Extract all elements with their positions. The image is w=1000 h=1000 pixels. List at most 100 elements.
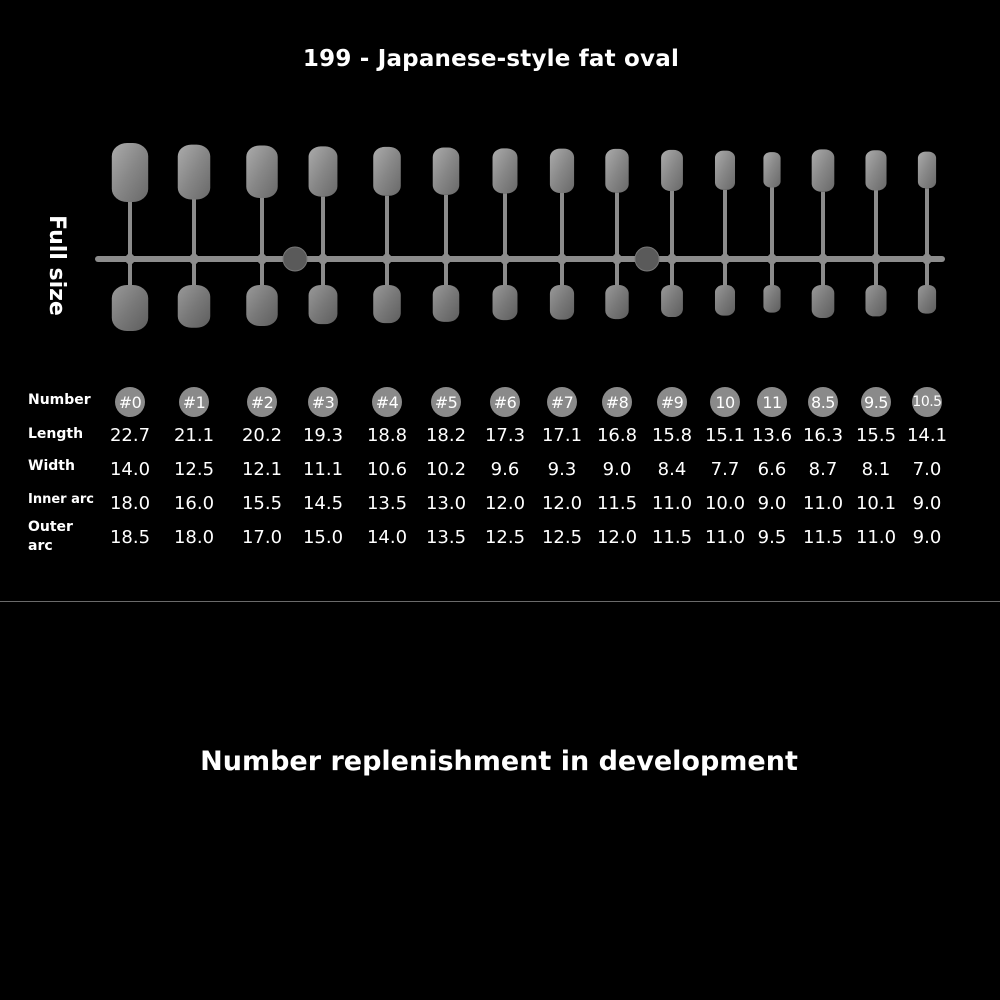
size-number-badge: #5 bbox=[431, 387, 461, 417]
size-number-badge: #0 bbox=[115, 387, 145, 417]
size-length-value: 16.8 bbox=[596, 425, 638, 446]
tray-joint bbox=[815, 251, 831, 267]
size-inner-arc-value: 11.0 bbox=[651, 493, 693, 514]
size-width-value: 14.0 bbox=[109, 459, 151, 480]
size-inner-arc-value: 16.0 bbox=[173, 493, 215, 514]
nail-tip-top bbox=[714, 150, 736, 190]
size-number-badge: #6 bbox=[490, 387, 520, 417]
size-inner-arc-value: 13.5 bbox=[366, 493, 408, 514]
size-width-value: 7.7 bbox=[710, 459, 740, 480]
size-number-badge: #4 bbox=[372, 387, 402, 417]
size-inner-arc-value: 13.0 bbox=[425, 493, 467, 514]
size-inner-arc-value: 18.0 bbox=[109, 493, 151, 514]
nail-tip-tray bbox=[95, 143, 945, 332]
size-length-value: 15.8 bbox=[651, 425, 693, 446]
size-width-value: 12.1 bbox=[241, 459, 283, 480]
size-outer-arc-value: 11.5 bbox=[651, 527, 693, 548]
row-label-outer-arc-line2: arc bbox=[28, 538, 53, 554]
nail-tip-bottom bbox=[177, 285, 211, 328]
size-length-value: 17.1 bbox=[541, 425, 583, 446]
row-label-outer-arc-line1: Outer bbox=[28, 519, 73, 535]
nail-tip-bottom bbox=[549, 285, 575, 320]
tray-joint bbox=[919, 251, 935, 267]
nail-tip-top bbox=[549, 148, 575, 194]
size-length-value: 17.3 bbox=[484, 425, 526, 446]
size-inner-arc-value: 14.5 bbox=[302, 493, 344, 514]
size-width-value: 11.1 bbox=[302, 459, 344, 480]
size-width-value: 10.6 bbox=[366, 459, 408, 480]
size-length-value: 15.1 bbox=[704, 425, 746, 446]
nail-tip-top bbox=[865, 150, 887, 191]
size-outer-arc-value: 12.5 bbox=[484, 527, 526, 548]
size-inner-arc-value: 9.0 bbox=[757, 493, 787, 514]
size-number-badge: #2 bbox=[247, 387, 277, 417]
nail-tip-top bbox=[177, 144, 211, 200]
size-inner-arc-value: 10.1 bbox=[855, 493, 897, 514]
nail-tip-bottom bbox=[308, 285, 338, 325]
nail-tip-top bbox=[811, 149, 835, 192]
tray-joint bbox=[609, 251, 625, 267]
tray-joint bbox=[438, 251, 454, 267]
size-width-value: 8.1 bbox=[861, 459, 891, 480]
nail-tip-top bbox=[661, 149, 683, 191]
size-width-value: 9.3 bbox=[547, 459, 577, 480]
nail-tip-top bbox=[308, 146, 338, 197]
nail-tip-bottom bbox=[111, 285, 149, 332]
nail-tip-bottom bbox=[811, 285, 835, 319]
full-size-text: Full size bbox=[43, 214, 69, 316]
tray-joint bbox=[717, 251, 733, 267]
size-number-badge: #3 bbox=[308, 387, 338, 417]
size-outer-arc-value: 9.5 bbox=[757, 527, 787, 548]
size-outer-arc-value: 15.0 bbox=[302, 527, 344, 548]
tray-joint bbox=[122, 251, 138, 267]
size-width-value: 9.6 bbox=[490, 459, 520, 480]
size-outer-arc-value: 12.0 bbox=[596, 527, 638, 548]
nail-tip-bottom bbox=[865, 285, 887, 317]
row-label-number: Number bbox=[28, 392, 91, 408]
size-number-badge: 11 bbox=[757, 387, 787, 417]
size-length-value: 21.1 bbox=[173, 425, 215, 446]
nail-tip-top bbox=[246, 145, 278, 199]
size-number-badge: 10.5 bbox=[912, 387, 942, 417]
tray-joint bbox=[254, 251, 270, 267]
size-outer-arc-value: 17.0 bbox=[241, 527, 283, 548]
size-length-value: 18.8 bbox=[366, 425, 408, 446]
size-inner-arc-value: 15.5 bbox=[241, 493, 283, 514]
nail-tip-top bbox=[111, 143, 149, 203]
tray-joint bbox=[554, 251, 570, 267]
row-label-inner-arc: Inner arc bbox=[28, 492, 94, 507]
nail-tip-top bbox=[373, 146, 401, 196]
size-width-value: 8.4 bbox=[657, 459, 687, 480]
size-outer-arc-value: 12.5 bbox=[541, 527, 583, 548]
size-inner-arc-value: 11.0 bbox=[802, 493, 844, 514]
size-length-value: 14.1 bbox=[906, 425, 948, 446]
nail-tip-bottom bbox=[432, 285, 460, 322]
size-outer-arc-value: 9.0 bbox=[912, 527, 942, 548]
size-number-badge: #8 bbox=[602, 387, 632, 417]
tray-joint bbox=[764, 251, 780, 267]
full-size-label: Full size bbox=[38, 205, 74, 325]
nail-tip-top bbox=[605, 148, 629, 193]
size-number-badge: #7 bbox=[547, 387, 577, 417]
size-inner-arc-value: 11.5 bbox=[596, 493, 638, 514]
size-width-value: 8.7 bbox=[808, 459, 838, 480]
size-width-value: 6.6 bbox=[757, 459, 787, 480]
nail-tip-bottom bbox=[763, 285, 781, 313]
size-width-value: 7.0 bbox=[912, 459, 942, 480]
nail-tip-bottom bbox=[246, 285, 278, 326]
row-label-width: Width bbox=[28, 458, 75, 474]
nail-tip-bottom bbox=[492, 285, 518, 321]
size-outer-arc-value: 14.0 bbox=[366, 527, 408, 548]
size-inner-arc-value: 9.0 bbox=[912, 493, 942, 514]
size-outer-arc-value: 13.5 bbox=[425, 527, 467, 548]
nail-tip-bottom bbox=[661, 285, 683, 318]
size-number-badge: 10 bbox=[710, 387, 740, 417]
size-length-value: 16.3 bbox=[802, 425, 844, 446]
nail-tip-bottom bbox=[605, 285, 629, 320]
size-length-value: 19.3 bbox=[302, 425, 344, 446]
nail-tip-top bbox=[492, 148, 518, 194]
size-outer-arc-value: 18.0 bbox=[173, 527, 215, 548]
tray-joint bbox=[315, 251, 331, 267]
footer-note: Number replenishment in development bbox=[200, 746, 798, 777]
nail-tip-top bbox=[763, 152, 781, 188]
